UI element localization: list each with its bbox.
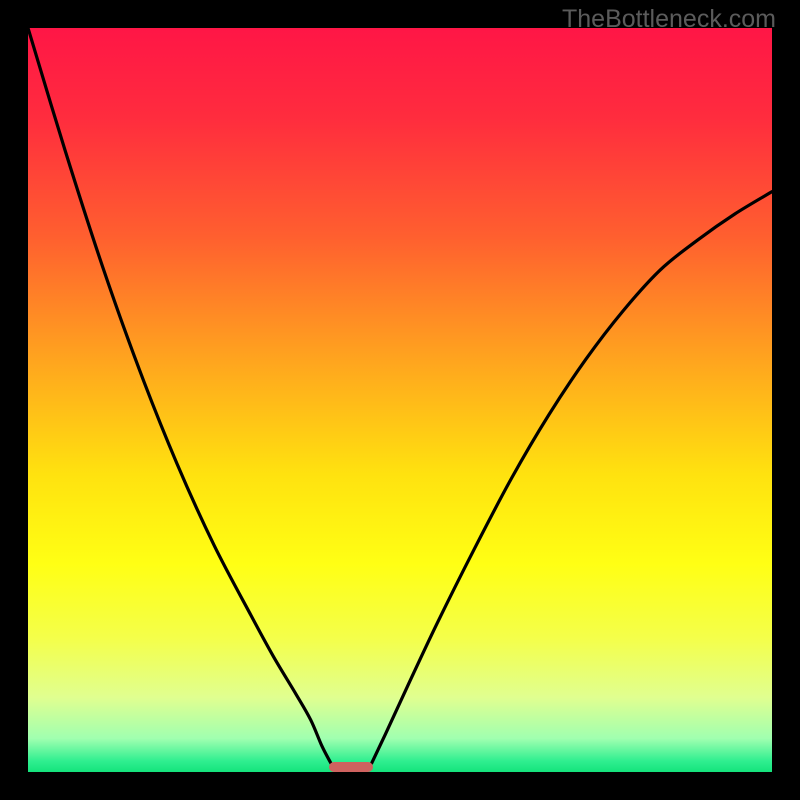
bottleneck-curves (28, 28, 772, 772)
right-curve (372, 192, 772, 763)
minimum-marker (329, 762, 374, 772)
watermark-text: TheBottleneck.com (562, 5, 776, 34)
plot-area (28, 28, 772, 772)
chart-canvas: TheBottleneck.com (0, 0, 800, 800)
left-curve (28, 28, 331, 763)
